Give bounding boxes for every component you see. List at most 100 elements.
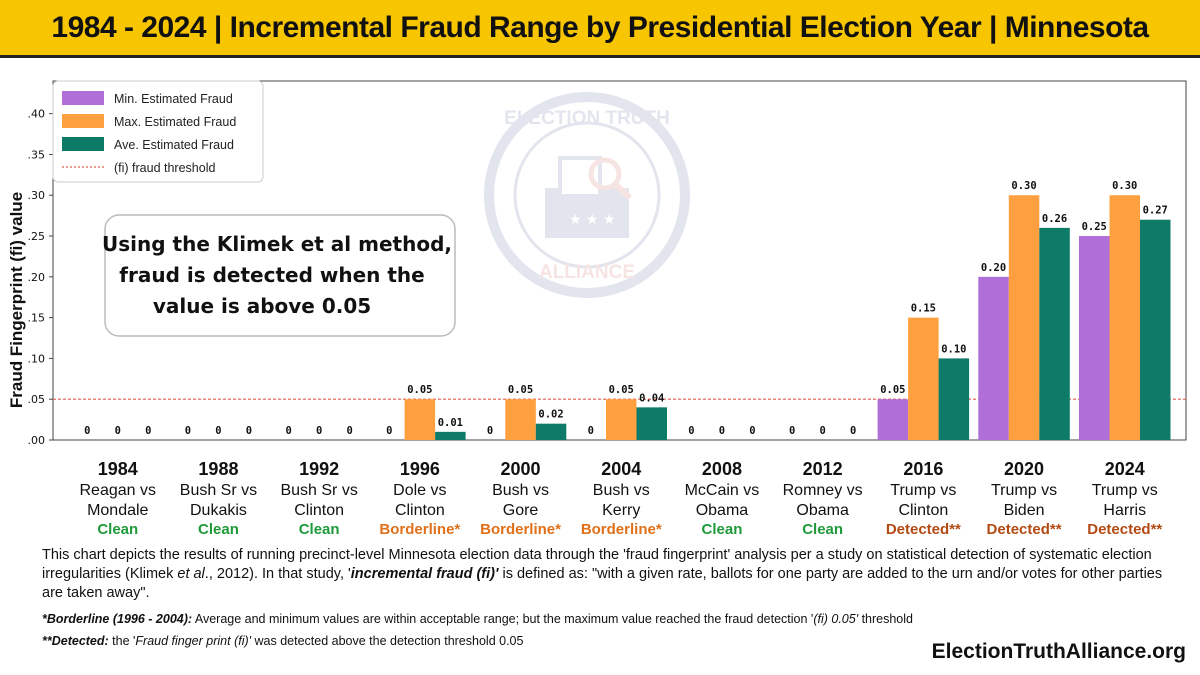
title-banner: 1984 - 2024 | Incremental Fraud Range by…	[0, 0, 1200, 58]
bar-chart: ★ ★ ★ ELECTION TRUTH ALLIANCE .00 .05 .10.…	[7, 80, 1187, 538]
y-tick-label: .35	[28, 148, 46, 161]
x-label-matchup-line-1: Trump vs	[991, 482, 1057, 499]
borderline-text-2: threshold	[858, 612, 913, 626]
y-tick-label: .00	[28, 434, 46, 447]
x-label-matchup-line-2: Clinton	[898, 502, 948, 519]
x-label-year: 1988	[198, 459, 238, 479]
bar-value-label: 0	[285, 425, 291, 437]
bar-value-label: 0	[386, 425, 392, 437]
bar-value-label: 0	[719, 425, 725, 437]
bar-value-label: 0.05	[508, 384, 533, 396]
bar-value-label: 0	[749, 425, 755, 437]
x-label-matchup-line-1: Bush vs	[492, 482, 549, 499]
caption-et-al: et al	[177, 566, 205, 582]
x-label-matchup-line-2: Dukakis	[190, 502, 247, 519]
x-label-status: Detected**	[987, 521, 1062, 538]
legend: Min. Estimated Fraud Max. Estimated Fraud…	[52, 80, 264, 183]
caption-text-2: ., 2012). In that study, '	[204, 566, 351, 582]
bar-min-estimated-fraud2024	[1079, 236, 1110, 440]
bar-min-estimated-fraud2016	[877, 399, 909, 440]
borderline-note: *Borderline (1996 - 2004): Average and m…	[42, 612, 913, 626]
bar-value-label: 0	[145, 425, 151, 437]
legend-label: Min. Estimated Fraud	[114, 92, 233, 106]
caption-text-3: is defined as: "with a given rate, ballo…	[42, 566, 1163, 601]
bar-ave-estimated-fraud2016	[938, 358, 970, 440]
bar-max-estimated-fraud2004	[606, 399, 637, 440]
borderline-text-1: Average and minimum values are within ac…	[192, 612, 814, 626]
bar-value-label: 0.26	[1042, 213, 1067, 225]
bar-value-label: 0.30	[1011, 180, 1036, 192]
x-label-status: Detected**	[886, 521, 961, 538]
borderline-label: *Borderline (1996 - 2004):	[42, 612, 193, 626]
detected-note: **Detected: the 'Fraud finger print (fi)…	[42, 634, 523, 648]
detected-label: **Detected:	[42, 634, 109, 648]
x-label-status: Borderline*	[581, 521, 662, 538]
x-label-status: Borderline*	[480, 521, 561, 538]
bar-value-label: 0	[487, 425, 493, 437]
bar-value-label: 0	[215, 425, 221, 437]
chart-caption: This chart depicts the results of runnin…	[42, 546, 1172, 603]
bar-max-estimated-fraud2024	[1109, 195, 1140, 440]
bar-value-label: 0.10	[941, 343, 966, 355]
y-tick-label: .20	[28, 271, 46, 284]
x-label-status: Clean	[198, 521, 239, 538]
detected-text-1: the '	[108, 634, 136, 648]
x-label-year: 1992	[299, 459, 339, 479]
y-tick-label: .10	[28, 352, 46, 365]
bar-value-label: 0	[316, 425, 322, 437]
x-label-year: 2016	[903, 459, 943, 479]
x-label-matchup-line-1: Bush vs	[593, 482, 650, 499]
detected-em: Fraud finger print (fi)'	[135, 634, 252, 648]
x-label-matchup-line-1: McCain vs	[685, 482, 760, 499]
x-label-status: Clean	[299, 521, 340, 538]
x-label-year: 2024	[1105, 459, 1145, 479]
legend-swatch	[62, 114, 104, 128]
x-label-year: 1984	[98, 459, 138, 479]
x-label-matchup-line-1: Dole vs	[393, 482, 446, 499]
bar-value-label: 0.02	[538, 409, 563, 421]
callout-line-1: Using the Klimek et al method,	[102, 232, 452, 256]
bar-value-label: 0	[115, 425, 121, 437]
y-axis-label: Fraud Fingerprint (fi) value	[7, 192, 26, 408]
bar-value-label: 0	[850, 425, 856, 437]
bar-min-estimated-fraud2020	[978, 276, 1009, 440]
bar-value-labels: 0 0 0 0 0 0 0 0 0 0 0.05 0.01 0 0.05 0.02 0 0.05 0.04 0 0 0 0…	[84, 180, 1168, 437]
bar-value-label: 0.20	[981, 262, 1006, 274]
legend-swatch	[62, 137, 104, 151]
bar-value-label: 0	[346, 425, 352, 437]
x-label-matchup-line-2: Clinton	[395, 502, 445, 519]
y-tick-label: .30	[28, 189, 46, 202]
x-label-matchup-line-2: Kerry	[602, 502, 640, 519]
x-label-year: 2012	[803, 459, 843, 479]
x-label-matchup-line-2: Obama	[696, 502, 749, 519]
bar-ave-estimated-fraud2004	[636, 407, 667, 440]
y-tick-label: .40	[28, 108, 46, 121]
bar-max-estimated-fraud2020	[1008, 195, 1040, 440]
svg-text:★ ★ ★: ★ ★ ★	[569, 212, 616, 228]
site-url: ElectionTruthAlliance.org	[931, 640, 1186, 663]
bar-value-label: 0.05	[880, 384, 905, 396]
bar-value-label: 0.05	[407, 384, 432, 396]
legend-threshold-label: (fi) fraud threshold	[114, 161, 215, 175]
x-label-status: Borderline*	[379, 521, 460, 538]
bar-max-estimated-fraud2016	[908, 317, 939, 440]
bar-value-label: 0.05	[609, 384, 634, 396]
x-label-matchup-line-2: Biden	[1004, 502, 1045, 519]
legend-label: Ave. Estimated Fraud	[114, 138, 234, 152]
x-label-status: Clean	[97, 521, 138, 538]
legend-swatch	[62, 91, 104, 105]
x-label-matchup-line-1: Trump vs	[1092, 482, 1158, 499]
caption-text-1: This chart depicts the results of runnin…	[42, 547, 1152, 582]
bar-value-label: 0	[819, 425, 825, 437]
x-label-status: Clean	[702, 521, 743, 538]
bar-ave-estimated-fraud1996	[435, 431, 466, 440]
watermark-top-text: ELECTION TRUTH	[504, 108, 670, 129]
watermark-bottom-text: ALLIANCE	[539, 262, 635, 283]
x-label-matchup-line-2: Gore	[503, 502, 539, 519]
bar-value-label: 0	[789, 425, 795, 437]
ballot-box-magnifier-icon: ★ ★ ★	[545, 156, 633, 238]
x-label-year: 2000	[501, 459, 541, 479]
x-label-matchup-line-2: Mondale	[87, 502, 148, 519]
bar-value-label: 0	[84, 425, 90, 437]
bar-value-label: 0.01	[438, 417, 463, 429]
